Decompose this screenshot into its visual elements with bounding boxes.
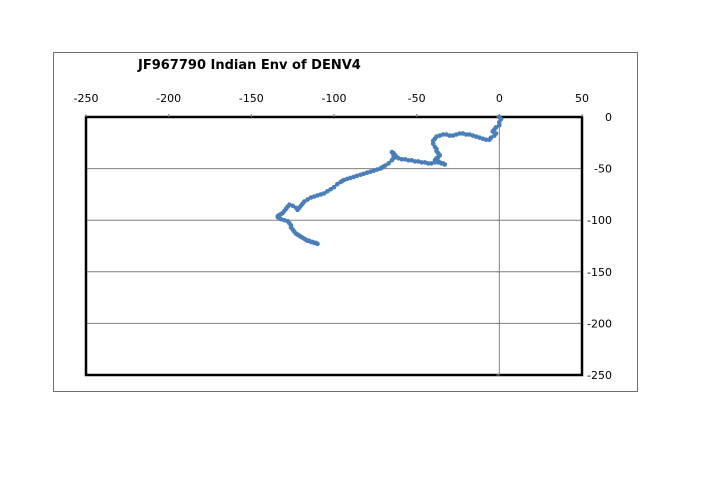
data-point-0-10 xyxy=(487,137,492,142)
y-tick-label-4: -200 xyxy=(587,317,612,330)
data-point-0-6 xyxy=(490,129,496,134)
y-tick-label-3: -150 xyxy=(587,266,612,279)
x-tick-label-2: -150 xyxy=(239,92,264,105)
data-point-0-23 xyxy=(444,132,449,137)
data-point-0-81 xyxy=(335,181,340,187)
data-point-0-84 xyxy=(325,189,330,194)
x-tick-label-5: 0 xyxy=(496,92,503,105)
data-point-0-49 xyxy=(416,159,421,164)
plot-border xyxy=(84,115,584,377)
series-layer xyxy=(275,114,504,247)
data-point-0-3 xyxy=(497,123,502,128)
x-tick-labels: -250 -200 -150 -100 -50 0 50 xyxy=(74,92,589,117)
data-point-0-51 xyxy=(409,158,415,163)
data-point-0-82 xyxy=(331,184,337,190)
data-point-0-16 xyxy=(467,132,472,137)
data-point-0-18 xyxy=(460,131,466,136)
data-point-0-53 xyxy=(402,157,408,162)
y-tick-label-2: -100 xyxy=(587,214,612,227)
data-point-0-63 xyxy=(386,161,391,166)
chart-area xyxy=(53,52,638,392)
data-point-0-45 xyxy=(429,161,434,166)
x-tick-label-1: -200 xyxy=(156,92,181,105)
data-point-0-89 xyxy=(308,195,314,200)
data-point-0-62 xyxy=(389,158,395,163)
x-tick-label-3: -100 xyxy=(322,92,347,105)
x-tick-label-4: -50 xyxy=(408,92,426,105)
y-tick-label-1: -50 xyxy=(594,163,612,176)
grid-layer xyxy=(86,168,582,324)
data-point-0-47 xyxy=(422,160,428,165)
x-tick-label-6: 50 xyxy=(575,92,589,105)
data-point-0-21 xyxy=(450,133,456,138)
data-point-0-8 xyxy=(492,133,497,138)
data-point-0-90 xyxy=(305,197,310,202)
data-point-0-96 xyxy=(293,205,299,211)
x-tick-label-0: -250 xyxy=(74,92,99,105)
y-tick-labels: 0 -50 -100 -150 -200 -250 xyxy=(496,111,612,382)
data-point-0-43 xyxy=(435,160,441,165)
y-tick-label-0: 0 xyxy=(605,111,612,124)
y-tick-label-5: -250 xyxy=(587,369,612,382)
chart-title: JF967790 Indian Env of DENV4 xyxy=(138,58,361,73)
data-point-0-129 xyxy=(315,241,320,247)
data-point-0-83 xyxy=(328,186,334,192)
data-point-0-80 xyxy=(338,179,343,185)
